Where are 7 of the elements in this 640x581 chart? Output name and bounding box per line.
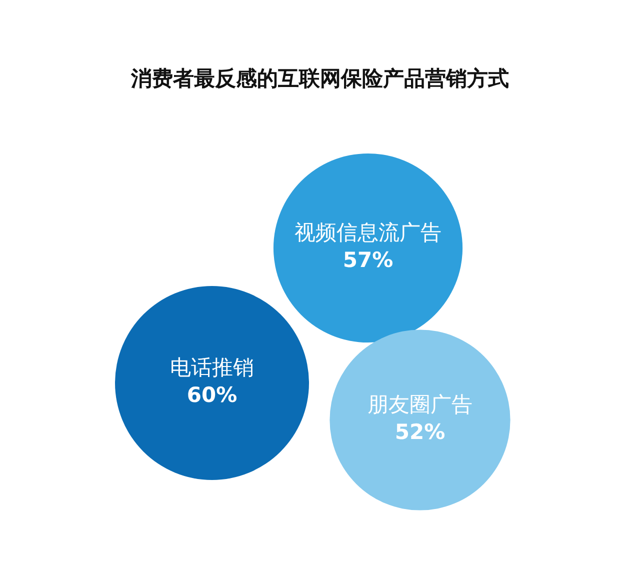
data-label: 60% [186, 382, 238, 407]
category-label: 朋友圈广告 [368, 392, 472, 417]
data-label: 57% [342, 248, 394, 272]
text: 消费者最反感的互联网保险产品营销方式 [130, 66, 509, 90]
category-label: 视频信息流广告 [294, 220, 442, 245]
data-label: 52% [394, 420, 446, 444]
category-label: 电话推销 [170, 356, 254, 380]
